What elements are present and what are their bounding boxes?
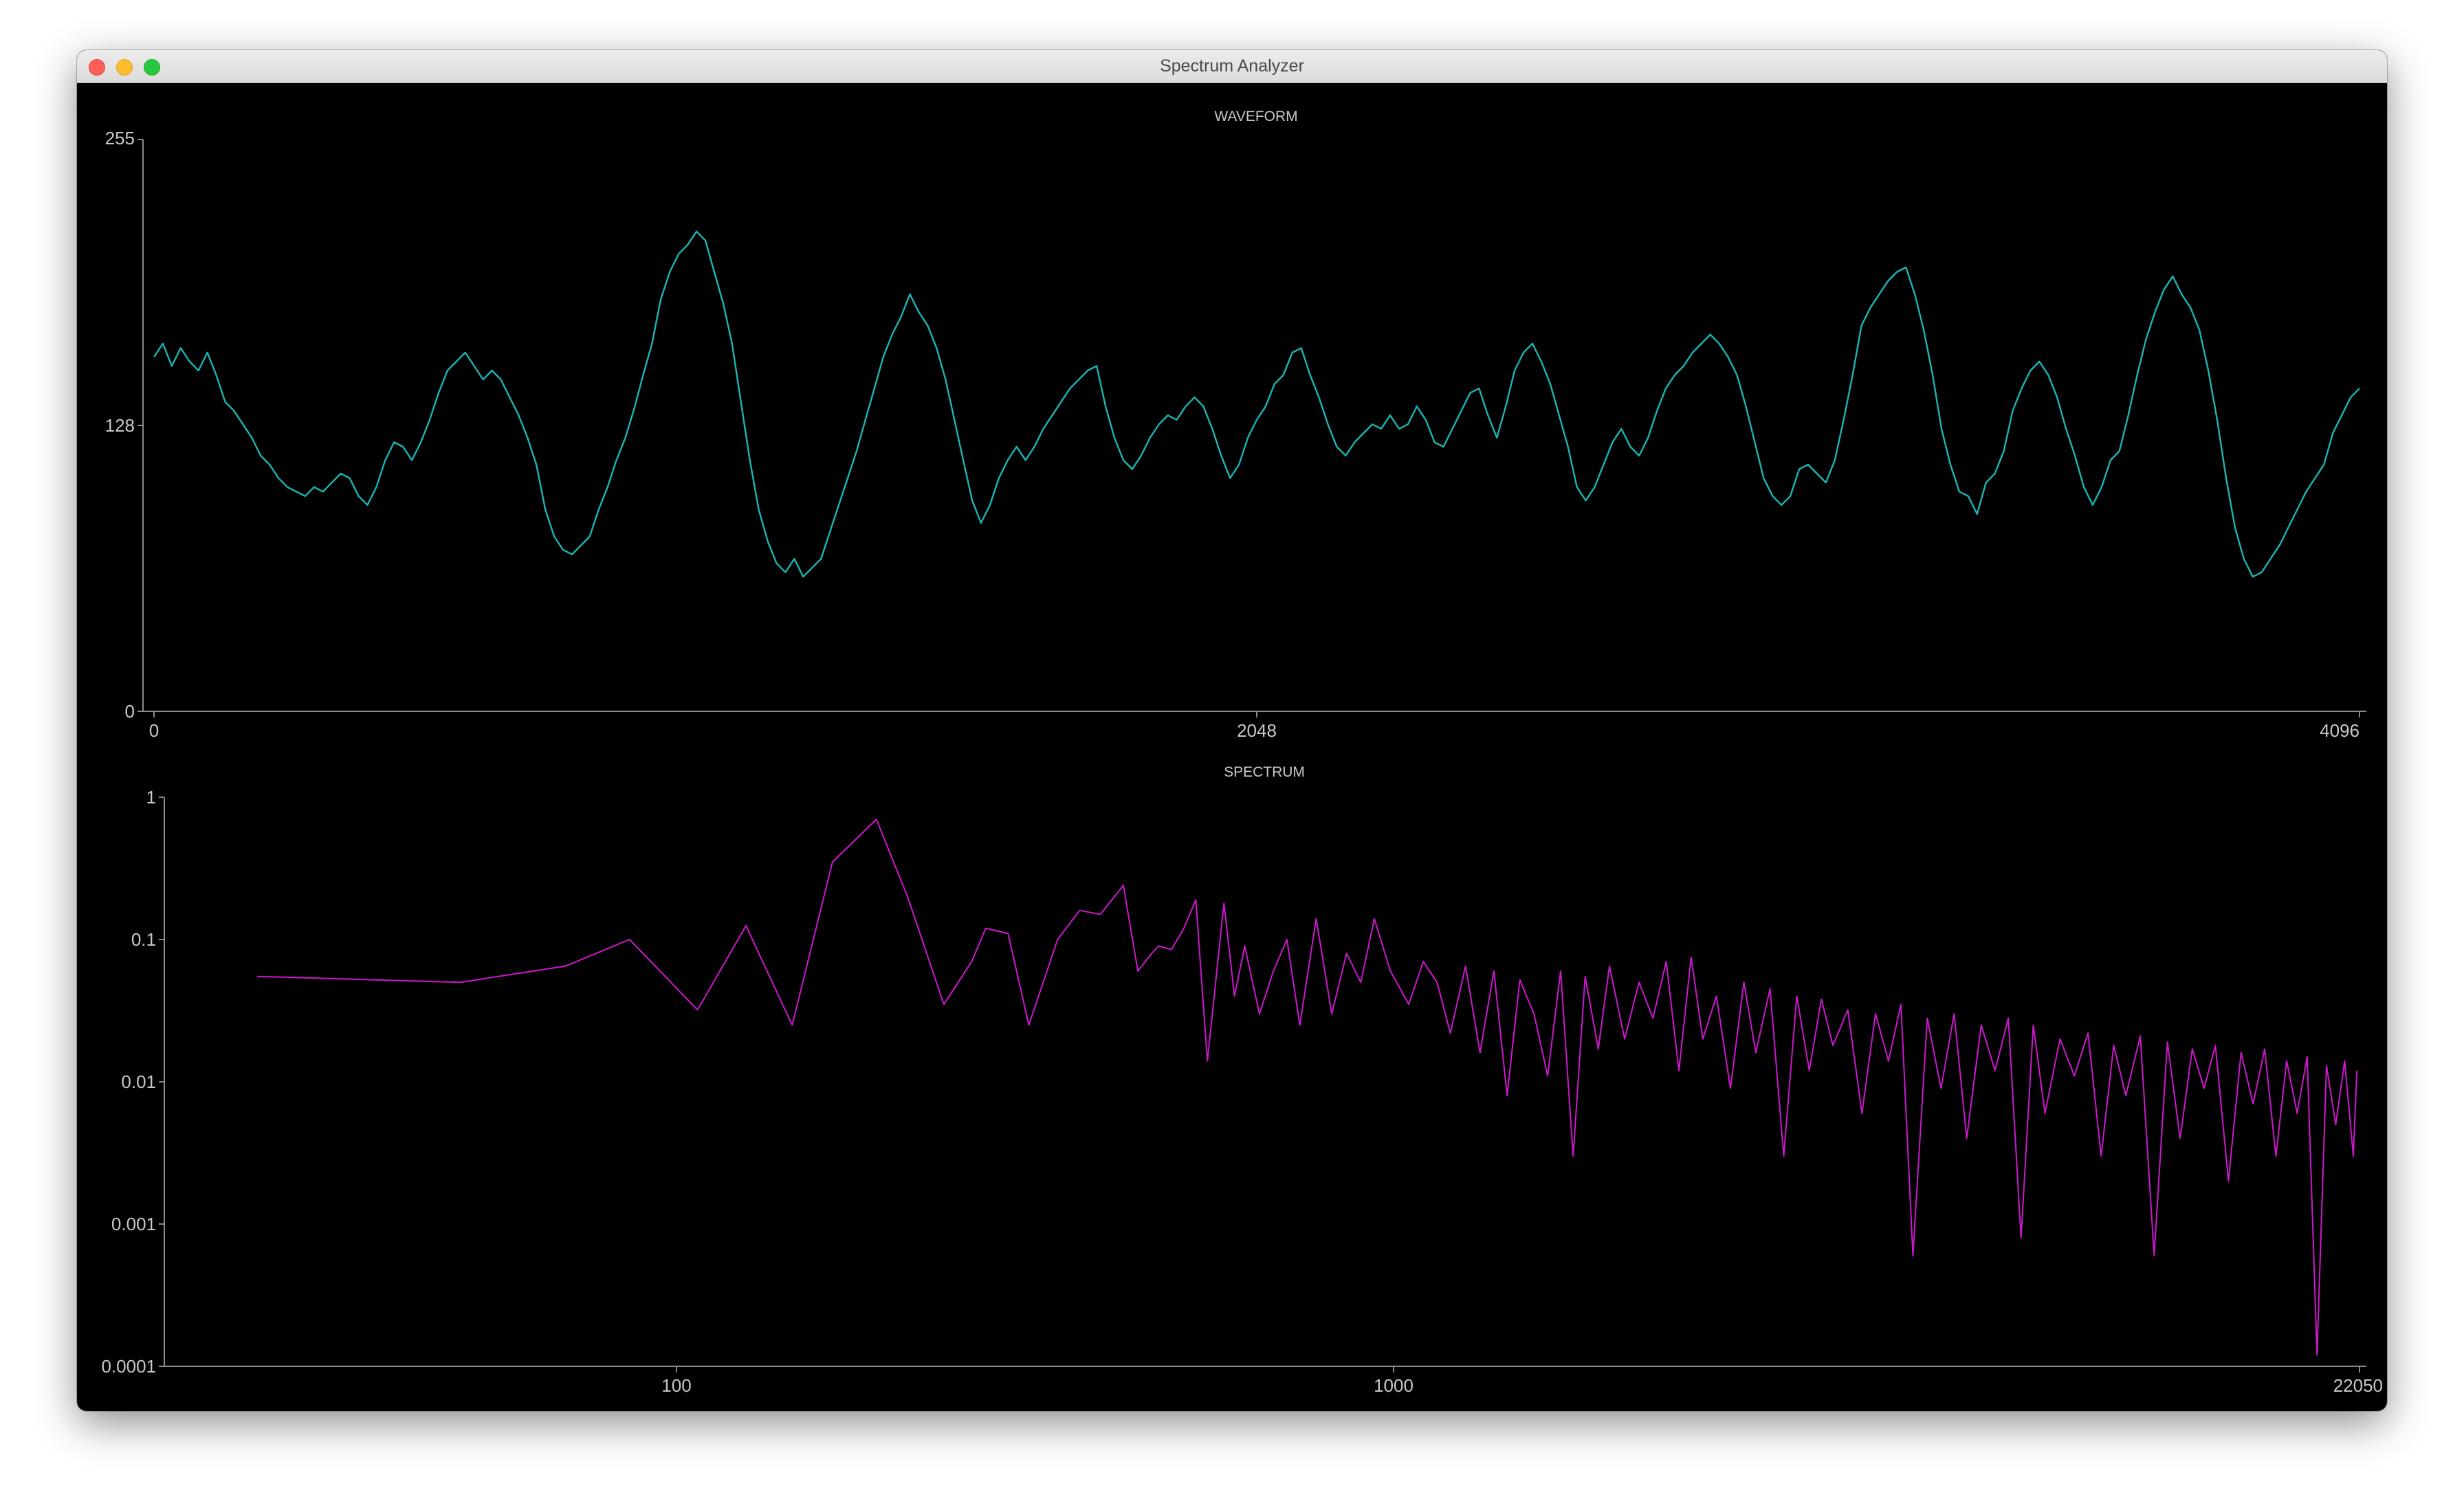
- spectrum-y-tick-label: 1: [146, 787, 156, 808]
- spectrum-x-tick-label: 22050: [2333, 1375, 2383, 1396]
- spectrum-title: SPECTRUM: [1224, 764, 1305, 780]
- waveform-x-tick-label: 2048: [1237, 720, 1277, 741]
- waveform-chart: WAVEFORM 255 128 0 0 2048 4096: [105, 109, 2366, 741]
- waveform-title: WAVEFORM: [1214, 109, 1297, 124]
- waveform-y-tick-label: 128: [105, 415, 135, 436]
- minimize-button[interactable]: [116, 59, 133, 76]
- spectrum-y-tick-label: 0.1: [131, 929, 156, 950]
- charts-canvas: WAVEFORM 255 128 0 0 2048 4096 SPECTRUM: [101, 109, 2383, 1396]
- waveform-x-tick-label: 4096: [2320, 720, 2360, 741]
- window-title: Spectrum Analyzer: [1160, 56, 1304, 76]
- spectrum-x-tick-label: 100: [661, 1375, 691, 1396]
- waveform-x-tick-label: 0: [149, 720, 159, 741]
- spectrum-x-tick-label: 1000: [1374, 1375, 1414, 1396]
- spectrum-y-tick-label: 0.0001: [101, 1356, 156, 1377]
- title-bar[interactable]: Spectrum Analyzer: [77, 50, 2387, 83]
- spectrum-chart: SPECTRUM 1 0.1 0.01 0.001 0.0001 100 100…: [101, 764, 2383, 1396]
- zoom-button[interactable]: [144, 59, 160, 76]
- waveform-y-tick-label: 0: [125, 701, 135, 722]
- spectrum-series-line: [256, 819, 2358, 1356]
- waveform-y-tick-label: 255: [105, 128, 135, 148]
- app-window: Spectrum Analyzer WAVEFORM 255 128 0 0 2…: [77, 50, 2387, 1411]
- waveform-series-line: [153, 230, 2360, 578]
- spectrum-y-tick-label: 0.01: [121, 1071, 156, 1092]
- close-button[interactable]: [89, 59, 105, 76]
- spectrum-y-tick-label: 0.001: [111, 1214, 156, 1234]
